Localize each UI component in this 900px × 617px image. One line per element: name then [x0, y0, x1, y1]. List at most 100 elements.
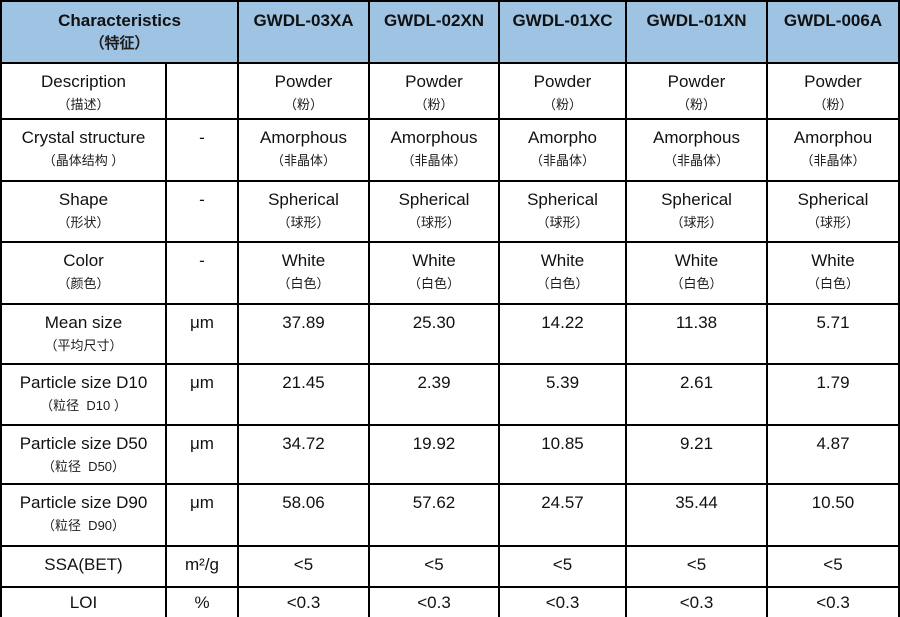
row-label-zh: （形状）	[57, 215, 110, 230]
value-cell: 14.22	[498, 303, 627, 365]
unit-text: -	[199, 128, 205, 147]
product-name: GWDL-006A	[783, 11, 883, 30]
value-cell: 2.39	[368, 363, 500, 426]
row-label-en: Mean size	[44, 313, 123, 332]
value-cell: 57.62	[368, 483, 500, 547]
value-cell: Amorphous （非晶体）	[237, 118, 370, 182]
value-cell: Amorphous （非晶体）	[625, 118, 768, 182]
value-cell: 25.30	[368, 303, 500, 365]
row-label-en: Color	[63, 251, 104, 270]
row-label: Crystal structure （晶体结构 ）	[0, 118, 167, 182]
value-cell: White （白色）	[766, 241, 900, 305]
value-cell: White （白色）	[237, 241, 370, 305]
table-row-crystal-structure: Crystal structure （晶体结构 ） - Amorphous （非晶…	[0, 118, 900, 182]
value-cell: White （白色）	[498, 241, 627, 305]
unit-cell: μm	[165, 483, 239, 547]
table-row-loi: LOI % <0.3 <0.3 <0.3 <0.3 <0.3	[0, 586, 900, 617]
value-cell: 34.72	[237, 424, 370, 485]
product-name: GWDL-02XN	[383, 11, 485, 30]
value-cell: <5	[368, 545, 500, 588]
unit-cell: m²/g	[165, 545, 239, 588]
value-cell: Spherical （球形）	[766, 180, 900, 243]
row-label: Particle size D90 （粒径 D90）	[0, 483, 167, 547]
value-cell: <5	[625, 545, 768, 588]
product-header: GWDL-03XA	[237, 0, 370, 64]
unit-cell: -	[165, 241, 239, 305]
value-cell: 4.87	[766, 424, 900, 485]
product-name: GWDL-01XN	[646, 11, 747, 30]
row-label-en: SSA(BET)	[44, 555, 123, 574]
unit-cell: μm	[165, 424, 239, 485]
value-cell: Spherical （球形）	[625, 180, 768, 243]
value-cell: 1.79	[766, 363, 900, 426]
row-label-zh: （描述）	[57, 97, 110, 112]
value-cell: 11.38	[625, 303, 768, 365]
value-cell: 9.21	[625, 424, 768, 485]
row-label: LOI	[0, 586, 167, 617]
unit-text: μm	[190, 434, 214, 453]
value-cell: <5	[766, 545, 900, 588]
value-cell: Powder （粉）	[368, 62, 500, 120]
unit-cell: μm	[165, 363, 239, 426]
product-header: GWDL-006A	[766, 0, 900, 64]
row-label: Particle size D10 （粒径 D10 ）	[0, 363, 167, 426]
table-row-particle-size-d10: Particle size D10 （粒径 D10 ） μm 21.45 2.3…	[0, 363, 900, 426]
row-label-en: LOI	[69, 593, 98, 612]
value-cell: Amorpho （非晶体）	[498, 118, 627, 182]
value-cell: <5	[237, 545, 370, 588]
unit-cell: μm	[165, 303, 239, 365]
value-cell: 24.57	[498, 483, 627, 547]
value-cell: 35.44	[625, 483, 768, 547]
table-row-shape: Shape （形状） - Spherical （球形） Spherical （球形）…	[0, 180, 900, 243]
row-label-en: Particle size D90	[19, 493, 148, 512]
value-cell: 2.61	[625, 363, 768, 426]
product-header: GWDL-01XN	[625, 0, 768, 64]
header-characteristics-zh: （特征）	[89, 35, 150, 52]
value-cell: <0.3	[766, 586, 900, 617]
value-cell: 58.06	[237, 483, 370, 547]
value-cell: Spherical （球形）	[237, 180, 370, 243]
unit-text: %	[194, 593, 210, 612]
table-row-particle-size-d90: Particle size D90 （粒径 D90） μm 58.06 57.6…	[0, 483, 900, 547]
header-row: Characteristics （特征） GWDL-03XA GWDL-02XN…	[0, 0, 900, 64]
product-header: GWDL-01XC	[498, 0, 627, 64]
value-cell: 37.89	[237, 303, 370, 365]
unit-text	[168, 65, 236, 70]
unit-text: -	[199, 190, 205, 209]
value-cell: 10.50	[766, 483, 900, 547]
row-label: SSA(BET)	[0, 545, 167, 588]
header-characteristics-en: Characteristics	[58, 11, 181, 30]
value-cell: Powder （粉）	[766, 62, 900, 120]
row-label-en: Particle size D10	[19, 373, 148, 392]
unit-text: μm	[190, 493, 214, 512]
row-label-zh: （粒径 D90）	[41, 518, 126, 533]
value-cell: Spherical （球形）	[368, 180, 500, 243]
value-cell: <0.3	[498, 586, 627, 617]
value-cell: 21.45	[237, 363, 370, 426]
value-cell: White （白色）	[368, 241, 500, 305]
unit-cell: %	[165, 586, 239, 617]
unit-cell: -	[165, 180, 239, 243]
value-cell: Powder （粉）	[625, 62, 768, 120]
value-cell: 10.85	[498, 424, 627, 485]
row-label: Mean size （平均尺寸）	[0, 303, 167, 365]
value-cell: Powder （粉）	[237, 62, 370, 120]
row-label: Particle size D50 （粒径 D50）	[0, 424, 167, 485]
row-label-en: Description	[40, 72, 127, 91]
row-label: Color （颜色）	[0, 241, 167, 305]
header-characteristics: Characteristics （特征）	[0, 0, 239, 64]
row-label-zh: （晶体结构 ）	[42, 153, 125, 168]
unit-cell	[165, 62, 239, 120]
value-cell: Amorphou （非晶体）	[766, 118, 900, 182]
value-cell: White （白色）	[625, 241, 768, 305]
row-label: Description （描述）	[0, 62, 167, 120]
table-row-mean-size: Mean size （平均尺寸） μm 37.89 25.30 14.22 11…	[0, 303, 900, 365]
value-cell: <0.3	[237, 586, 370, 617]
table-row-ssa-bet: SSA(BET) m²/g <5 <5 <5 <5 <5	[0, 545, 900, 588]
value-cell: <0.3	[625, 586, 768, 617]
unit-text: -	[199, 251, 205, 270]
product-name: GWDL-01XC	[512, 11, 613, 30]
product-name: GWDL-03XA	[253, 11, 354, 30]
unit-cell: -	[165, 118, 239, 182]
